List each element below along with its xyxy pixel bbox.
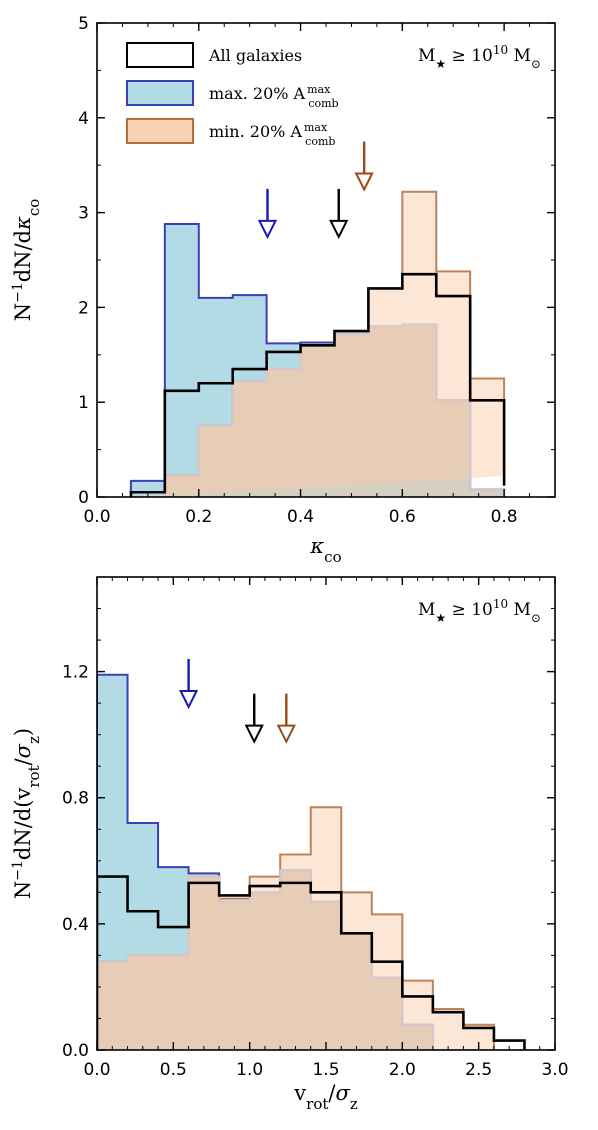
x-tick-label: 0.6: [389, 507, 416, 527]
x-tick-label: 0.0: [83, 507, 110, 527]
legend-label: All galaxies: [208, 46, 302, 65]
x-tick-label: 0.0: [83, 1060, 110, 1080]
x-axis-label: κco: [309, 534, 341, 566]
legend-swatch: [126, 42, 194, 68]
y-tick-label: 1: [78, 393, 89, 413]
mass-cut-annotation: M★ ≥ 1010 M⊙: [418, 43, 541, 71]
y-tick-label: 0.8: [62, 789, 89, 809]
x-tick-label: 2.5: [465, 1060, 492, 1080]
plot-area: [129, 190, 506, 497]
histogram-all-galaxies: [97, 875, 526, 1050]
y-tick-label: 0.0: [62, 1041, 89, 1061]
arrow-head: [329, 219, 349, 240]
bottom-histogram-panel: 0.0 0.5 1.0 1.5 2.0 2.5 3.0 0.0 0.4 0.8 1.2 vrot/σz…: [10, 576, 569, 1113]
legend-swatch: [126, 80, 194, 106]
median-arrow-all-galaxies: [329, 188, 349, 240]
histogram-all-galaxies: [129, 272, 506, 497]
median-arrow-all-galaxies: [244, 693, 264, 744]
top-histogram-panel: 0.0 0.2 0.4 0.6 0.8 0 1 2 3 4 5 κco N−1dN/dκco M★ ≥ 1…: [10, 14, 556, 566]
x-tick-label: 0.2: [185, 507, 212, 527]
histogram-overlap-region: [97, 869, 525, 1050]
x-tick-label: 0.4: [287, 507, 314, 527]
arrow-head: [354, 172, 374, 192]
median-arrow-max-20-a-comb-max: [257, 188, 278, 240]
y-tick-label: 2: [78, 298, 89, 318]
x-tick-label: 2.0: [389, 1060, 416, 1080]
y-tick-label: 3: [78, 204, 89, 224]
arrow-head: [257, 219, 278, 240]
arrow-head: [244, 724, 264, 744]
median-arrow-min-20-a-comb-max: [276, 693, 296, 744]
y-tick-label: 1.2: [62, 663, 89, 683]
arrow-head: [276, 724, 296, 744]
y-tick-label: 0.4: [62, 915, 89, 935]
x-tick-label: 3.0: [541, 1060, 568, 1080]
legend-all-galaxies: All galaxies: [126, 42, 302, 68]
y-axis-label: N−1dN/dκco: [10, 199, 43, 322]
legend-swatch: [126, 118, 194, 144]
x-tick-label: 0.5: [160, 1060, 187, 1080]
y-tick-label: 4: [78, 109, 89, 129]
y-axis-label: N−1dN/d(vrot/σz): [10, 728, 43, 899]
x-tick-label: 0.8: [491, 507, 518, 527]
y-tick-label: 5: [78, 14, 89, 34]
mass-cut-annotation: M★ ≥ 1010 M⊙: [418, 597, 541, 625]
x-tick-label: 1.0: [236, 1060, 263, 1080]
median-arrow-max-20-a-comb-max: [178, 658, 199, 710]
x-axis-label: vrot/σz: [293, 1081, 358, 1113]
median-arrow-min-20-a-comb-max: [354, 141, 374, 192]
plot-area: [97, 673, 526, 1050]
x-tick-label: 1.5: [312, 1060, 339, 1080]
arrow-head: [178, 689, 199, 710]
y-tick-label: 0: [78, 488, 89, 508]
